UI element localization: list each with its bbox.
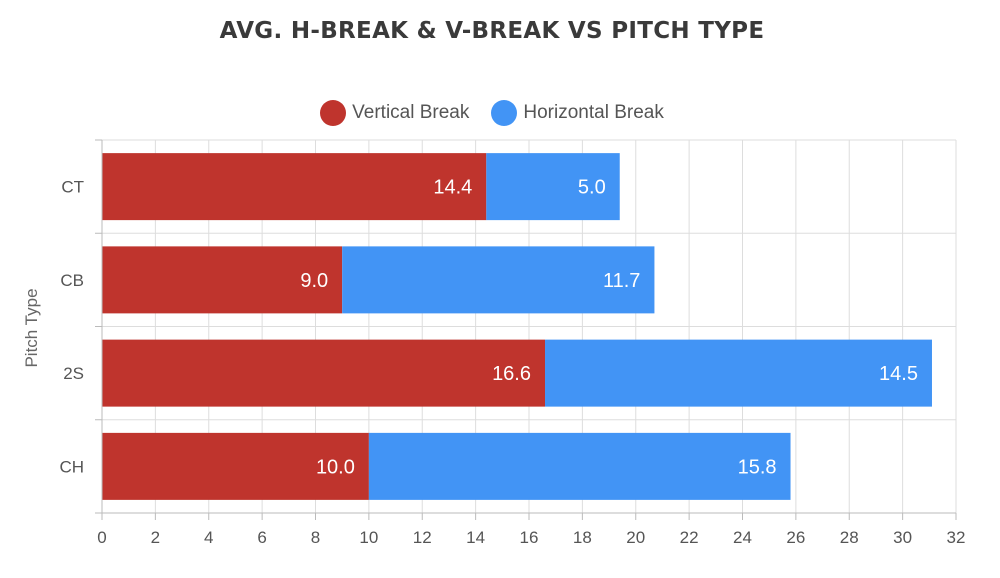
legend-swatch-horizontal-break [491, 100, 518, 126]
legend-label-vertical-break: Vertical Break [352, 102, 470, 123]
bars: 14.4 5.0 9.0 11.7 16.6 14.5 10.0 15.8 [102, 153, 932, 500]
data-label: 9.0 [300, 270, 328, 292]
x-tick-label: 30 [893, 528, 912, 547]
x-tick-label: 32 [947, 528, 966, 547]
data-label: 10.0 [316, 456, 355, 478]
x-tick-label: 22 [680, 528, 699, 547]
x-tick-label: 24 [733, 528, 752, 547]
x-tick-label: 10 [359, 528, 378, 547]
data-label: 15.8 [738, 456, 777, 478]
x-tick-label: 20 [626, 528, 645, 547]
bar-horizontal-break [368, 432, 791, 500]
data-label: 16.6 [492, 363, 531, 385]
bar-vertical-break [102, 432, 369, 500]
category-label: CH [59, 457, 84, 476]
legend-swatch-vertical-break [320, 100, 347, 126]
x-tick-label: 6 [257, 528, 266, 547]
x-tick-label: 2 [151, 528, 160, 547]
chart-title: AVG. H-BREAK & V-BREAK VS PITCH TYPE [219, 18, 765, 44]
data-label: 11.7 [603, 270, 640, 292]
category-label: 2S [63, 364, 84, 383]
x-tick-label: 18 [573, 528, 592, 547]
legend: Vertical Break Horizontal Break [0, 100, 984, 126]
legend-item-horizontal-break[interactable]: Horizontal Break [491, 100, 664, 126]
bar-horizontal-break [545, 339, 932, 407]
x-tick-label: 14 [466, 528, 485, 547]
x-tick-label: 28 [840, 528, 859, 547]
data-label: 14.4 [433, 177, 472, 199]
legend-item-vertical-break[interactable]: Vertical Break [320, 100, 469, 126]
category-label: CT [61, 178, 84, 197]
legend-label-horizontal-break: Horizontal Break [523, 102, 664, 123]
data-label: 5.0 [578, 177, 606, 199]
x-tick-label: 12 [413, 528, 432, 547]
y-axis-title: Pitch Type [22, 288, 41, 367]
bar-vertical-break [102, 339, 546, 407]
x-tick-label: 0 [97, 528, 106, 547]
data-label: 14.5 [879, 363, 918, 385]
bar-horizontal-break [342, 246, 655, 314]
x-tick-label: 8 [311, 528, 320, 547]
x-tick-label: 16 [520, 528, 539, 547]
bar-vertical-break [102, 153, 487, 221]
bar-horizontal-break [486, 153, 620, 221]
x-tick-label: 26 [786, 528, 805, 547]
x-tick-label: 4 [204, 528, 213, 547]
category-label: CB [60, 271, 84, 290]
bar-vertical-break [102, 246, 343, 314]
